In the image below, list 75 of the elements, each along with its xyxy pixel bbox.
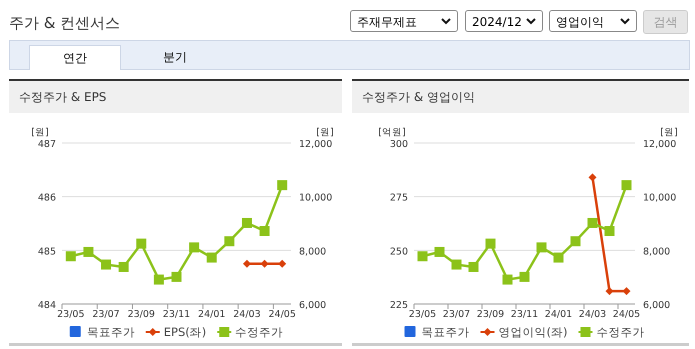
y2-tick-label: 6,000 [643,300,670,311]
point [570,236,580,246]
y-tick-label: 486 [38,192,56,204]
point [452,260,462,270]
point [434,246,444,257]
point [604,226,614,236]
x-tick-label: 24/01 [544,309,572,320]
point [66,251,76,262]
y2-tick-label: 12,000 [643,139,676,150]
x-tick-label: 23/05 [57,309,85,320]
point [520,272,530,282]
text: 2024/12 [465,10,543,32]
x-tick-label: 23/07 [442,309,470,320]
point [224,236,234,246]
point [172,272,182,282]
text: 주재무제표 [350,10,458,32]
x-tick-label: 23/09 [476,309,504,320]
y2-tick-label: 8,000 [643,246,670,258]
point [622,180,632,190]
y2-tick-label: 12,000 [299,139,332,150]
x-tick-label: 23/11 [510,309,538,320]
y2-tick-label: 6,000 [299,300,326,311]
point [189,242,200,252]
legend-label: 수정주가 [596,325,644,339]
point [154,274,164,285]
y-axis-title: [억원] [378,127,406,138]
x-tick-label: 24/03 [578,309,606,320]
point [502,274,512,285]
x-tick-label: 23/09 [128,309,155,320]
point [486,238,496,249]
y2-tick-label: 8,000 [299,246,326,258]
y-tick-label: 275 [390,192,408,204]
text: 연간 [29,45,121,70]
legend-label: 영업이익(좌) [498,325,568,339]
point [206,252,217,263]
y-tick-label: 484 [38,300,56,311]
y2-tick-label: 10,000 [299,192,332,204]
x-tick-label: 24/01 [198,309,226,320]
point [83,246,94,257]
chart-title: 수정주가 & 영업이익 [352,81,689,113]
y-axis-title: [원] [31,127,49,138]
y-tick-label: 487 [38,139,56,150]
y-tick-label: 225 [390,300,408,311]
x-tick-label: 24/05 [268,309,296,320]
point [468,262,478,272]
y2-axis-title: [원] [316,127,334,138]
legend-label: 목표주가 [86,325,135,339]
point [554,252,564,263]
x-tick-label: 24/05 [612,309,640,320]
y2-axis-title: [원] [660,127,678,138]
point [242,218,252,228]
legend-label: EPS(좌) [164,325,206,339]
text: 영업이익 [549,10,637,32]
text: 검색 [643,10,688,34]
y2-tick-label: 10,000 [643,192,676,204]
point [136,238,146,249]
x-tick-label: 23/11 [162,309,190,320]
point [588,218,598,228]
x-tick-label: 23/05 [408,309,436,320]
x-tick-label: 23/07 [92,309,120,320]
x-tick-label: 24/03 [233,309,261,320]
point [101,260,112,270]
legend-label: 목표주가 [422,325,470,339]
chart-title: 수정주가 & EPS [9,81,342,113]
point [260,226,270,236]
legend-label: 수정주가 [235,325,284,339]
point [418,251,428,262]
point [277,180,288,190]
y-tick-label: 485 [38,246,56,258]
point [118,262,129,272]
point [536,242,546,252]
y-tick-label: 300 [390,139,408,150]
y-tick-label: 250 [390,246,408,258]
text: 주가 & 컨센서스 [9,14,120,33]
text: 분기 [162,49,188,66]
